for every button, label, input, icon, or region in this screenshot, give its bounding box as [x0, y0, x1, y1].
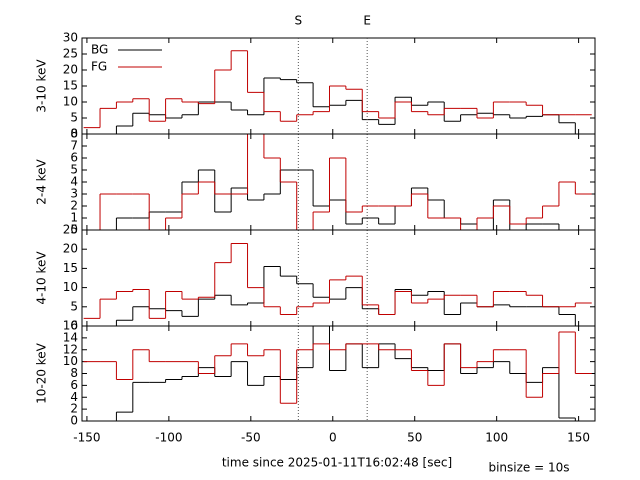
y-tick-label: 25 [63, 47, 78, 61]
y-tick-label: 3 [70, 187, 78, 201]
y-axis-label: 3-10 keV [35, 59, 49, 113]
x-tick-label: -100 [155, 431, 182, 445]
y-tick-label: 0 [70, 127, 78, 141]
panel-frame [81, 229, 596, 327]
y-tick-label: 30 [63, 31, 78, 45]
y-tick-label: 0 [70, 319, 78, 333]
x-tick-label: -150 [73, 431, 100, 445]
plot-area [83, 242, 592, 326]
y-tick-label: 0 [70, 223, 78, 237]
y-tick-label: 5 [70, 111, 78, 125]
y-tick-label: 7 [70, 139, 78, 153]
y-tick-label: 16 [63, 319, 78, 333]
y-tick-label: 5 [70, 163, 78, 177]
panel-frame [81, 325, 596, 422]
y-axis-label: 10-20 keV [35, 342, 49, 404]
y-tick-label: 4 [70, 390, 78, 404]
y-tick-label: 5 [70, 299, 78, 313]
y-tick-label: 10 [63, 354, 78, 368]
y-tick-label: 1 [70, 211, 78, 225]
x-tick-label: 150 [567, 431, 590, 445]
y-tick-label: 6 [70, 151, 78, 165]
x-tick-label: 50 [407, 431, 422, 445]
y-tick-label: 12 [63, 342, 78, 356]
y-tick-label: 15 [63, 79, 78, 93]
binsize-note: binsize = 10s [488, 461, 569, 475]
plot-area [83, 134, 592, 230]
x-tick-label: -50 [241, 431, 261, 445]
marker-label: S [295, 14, 303, 28]
y-tick-label: 2 [70, 199, 78, 213]
y-tick-label: 6 [70, 378, 78, 392]
y-axis-label: 4-10 keV [35, 251, 49, 305]
y-tick-label: 8 [70, 366, 78, 380]
panel-frame [81, 133, 596, 231]
y-tick-label: 20 [63, 63, 78, 77]
x-tick-label: 0 [329, 431, 337, 445]
y-tick-label: 2 [70, 402, 78, 416]
y-tick-label: 20 [63, 242, 78, 256]
y-tick-label: 10 [63, 280, 78, 294]
y-tick-label: 8 [70, 127, 78, 141]
y-tick-label: 15 [63, 261, 78, 275]
marker-label: E [363, 14, 371, 28]
plot-area [83, 326, 592, 421]
legend-label: FG [91, 60, 107, 74]
legend-label: BG [91, 43, 108, 57]
y-tick-label: 4 [70, 175, 78, 189]
x-tick-label: 100 [485, 431, 508, 445]
x-axis-label: time since 2025-01-11T16:02:48 [sec] [222, 456, 452, 470]
plot-area [83, 50, 592, 134]
y-tick-label: 10 [63, 95, 78, 109]
y-tick-label: 25 [63, 223, 78, 237]
y-tick-label: 0 [70, 414, 78, 428]
y-axis-label: 2-4 keV [35, 158, 49, 204]
y-tick-label: 14 [63, 330, 78, 344]
